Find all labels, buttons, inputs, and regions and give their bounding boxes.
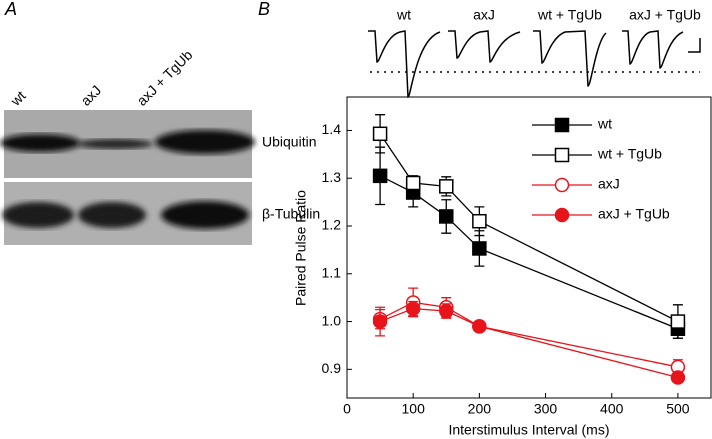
data-point bbox=[472, 241, 487, 256]
data-point bbox=[372, 314, 388, 329]
x-tick-label: 300 bbox=[534, 401, 558, 417]
blot bbox=[0, 110, 255, 178]
y-tick-label: 1.4 bbox=[322, 121, 342, 137]
x-tick-label: 200 bbox=[468, 401, 492, 417]
lane-label: wt bbox=[7, 87, 29, 109]
plot-frame bbox=[346, 96, 712, 399]
data-point bbox=[372, 168, 388, 184]
data-point bbox=[405, 175, 421, 191]
blot bbox=[2, 182, 252, 245]
y-tick-label: 1.1 bbox=[322, 264, 342, 280]
blot-label: Ubiquitin bbox=[262, 134, 316, 150]
legend-label: axJ bbox=[598, 176, 620, 192]
legend-marker bbox=[554, 177, 570, 193]
legend-marker bbox=[554, 147, 570, 163]
data-point bbox=[439, 209, 454, 224]
data-point bbox=[439, 179, 454, 194]
lane-label: axJ bbox=[77, 82, 104, 109]
y-tick-label: 1.0 bbox=[322, 312, 342, 328]
legend-label: wt bbox=[597, 116, 612, 132]
panel-label: A bbox=[4, 0, 17, 19]
data-point bbox=[472, 319, 487, 334]
y-tick-label: 1.2 bbox=[322, 217, 342, 233]
panel-label: B bbox=[258, 0, 270, 19]
trace-label: axJ bbox=[473, 7, 495, 23]
data-point bbox=[372, 126, 388, 142]
legend-label: wt + TgUb bbox=[597, 146, 662, 162]
x-tick-label: 0 bbox=[343, 401, 351, 417]
legend-marker bbox=[554, 117, 570, 133]
trace-label: axJ + TgUb bbox=[629, 7, 701, 23]
x-axis-title: Interstimulus Interval (ms) bbox=[448, 422, 609, 438]
data-point bbox=[405, 301, 421, 316]
x-tick-label: 400 bbox=[600, 401, 624, 417]
y-axis-title: Paired Pulse Ratio bbox=[293, 190, 309, 306]
series-line bbox=[379, 301, 679, 368]
y-tick-label: 0.9 bbox=[322, 360, 342, 376]
legend-label: axJ + TgUb bbox=[598, 206, 670, 222]
data-point bbox=[472, 213, 487, 229]
x-tick-label: 100 bbox=[402, 401, 426, 417]
traces bbox=[368, 30, 701, 98]
x-tick-label: 500 bbox=[666, 401, 690, 417]
data-point bbox=[670, 314, 686, 329]
series-line bbox=[379, 175, 679, 330]
blot-label: β-Tubulin bbox=[262, 206, 320, 222]
legend-marker bbox=[554, 207, 570, 223]
data-point bbox=[670, 370, 686, 385]
data-point bbox=[439, 303, 454, 319]
lane-label: axJ + TgUb bbox=[133, 47, 195, 109]
trace-label: wt + TgUb bbox=[537, 7, 602, 23]
trace-label: wt bbox=[396, 7, 411, 23]
series-line bbox=[379, 133, 679, 323]
y-tick-label: 1.3 bbox=[322, 169, 342, 185]
series-line bbox=[379, 307, 679, 379]
